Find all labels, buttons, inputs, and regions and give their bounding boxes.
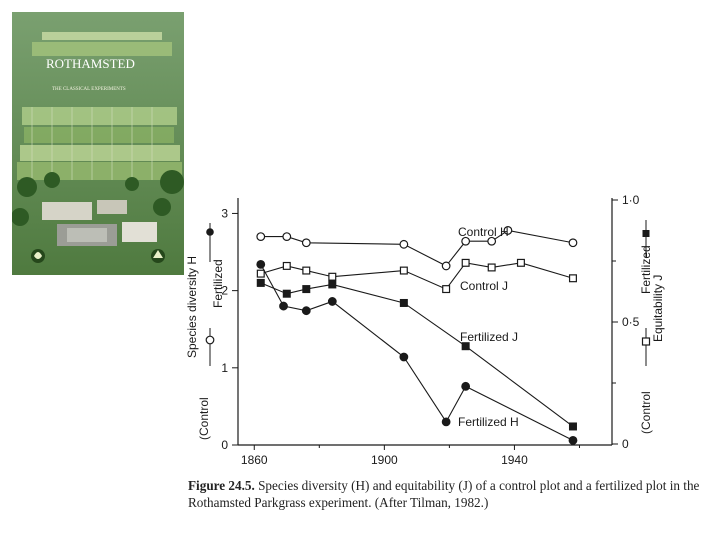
data-point	[256, 269, 265, 278]
left-tick-label: 1	[221, 361, 228, 375]
figure-panel: 0 1 2 3 0 0·5 1·0 1860 1900 1940 (Control Speci…	[180, 178, 720, 468]
data-point	[399, 239, 409, 249]
data-point	[256, 278, 265, 287]
x-tick-label: 1900	[371, 453, 398, 467]
publisher-logo	[151, 249, 165, 263]
data-point	[461, 258, 470, 267]
diversity-chart: 0 1 2 3 0 0·5 1·0 1860 1900 1940 (Control Speci…	[185, 193, 665, 467]
left-axis-legend-markers	[205, 223, 215, 366]
data-point	[503, 226, 513, 235]
right-tick-label: 0	[622, 437, 629, 451]
left-axis-label: (Control Species diversity H Fertilized	[185, 256, 225, 440]
data-point	[568, 435, 578, 445]
data-point	[301, 306, 311, 316]
series-control-h	[256, 226, 578, 271]
data-point	[399, 266, 408, 275]
left-axis-label-bottom: (Control	[197, 397, 211, 440]
x-tick-label: 1940	[501, 453, 528, 467]
data-point	[399, 352, 409, 362]
control-marker-right	[641, 337, 651, 346]
data-point	[282, 289, 291, 298]
data-point	[256, 259, 266, 269]
institute-logo	[31, 249, 45, 263]
data-point	[328, 272, 337, 281]
data-point	[568, 274, 577, 283]
data-point	[256, 232, 266, 241]
right-tick-label: 1·0	[622, 193, 640, 207]
right-tick-label: 0·5	[622, 315, 640, 329]
label-fertilized-h: Fertilized H	[458, 415, 519, 429]
left-tick-label: 2	[221, 284, 228, 298]
data-point	[568, 422, 577, 431]
data-point	[461, 236, 471, 246]
series-fertilized-j	[256, 278, 577, 431]
data-point	[301, 238, 311, 248]
right-axis-label: (Control Equitability J Fertilized	[639, 245, 665, 434]
series-line-fertilized-j	[260, 282, 574, 427]
data-point	[461, 342, 470, 351]
label-fertilized-j: Fertilized J	[460, 330, 518, 344]
fertilized-marker-right	[642, 230, 650, 237]
data-point	[302, 285, 311, 294]
label-control-h: Control H	[458, 225, 509, 239]
data-point	[282, 232, 292, 241]
right-axis-ticks: 0 0·5 1·0	[612, 193, 640, 451]
series-fertilized-h	[256, 259, 578, 445]
data-point	[327, 297, 337, 306]
data-point	[568, 238, 578, 248]
series-line-control-j	[260, 262, 574, 290]
right-axis-legend-markers	[641, 220, 651, 366]
cover-title: ROTHAMSTED	[46, 56, 135, 71]
data-point	[516, 258, 525, 267]
field-plots	[17, 32, 182, 180]
series-line-control-h	[260, 229, 574, 267]
data-point	[441, 261, 451, 271]
book-cover: ROTHAMSTED THE CLASSICAL EXPERIMENTS	[11, 12, 184, 275]
label-control-j: Control J	[460, 279, 508, 293]
right-axis-label-top: Fertilized	[639, 245, 653, 294]
data-point	[442, 285, 451, 294]
cover-subtitle: THE CLASSICAL EXPERIMENTS	[52, 87, 126, 92]
trees	[11, 170, 184, 226]
buildings	[42, 200, 157, 246]
series-control-j	[256, 258, 577, 294]
data-point	[282, 261, 291, 270]
figure-number: Figure 24.5.	[188, 478, 255, 493]
left-tick-label: 0	[221, 438, 228, 452]
data-point	[328, 280, 337, 289]
data-point	[441, 417, 451, 427]
aerial-photo: ROTHAMSTED THE CLASSICAL EXPERIMENTS	[11, 12, 184, 275]
control-marker-left	[205, 335, 215, 345]
fertilized-marker-left	[206, 228, 214, 236]
x-tick-label: 1860	[241, 453, 268, 467]
plot-frame	[237, 198, 613, 446]
series-layer	[256, 226, 578, 445]
left-axis-label-top: Fertilized	[211, 259, 225, 308]
data-point	[279, 301, 288, 311]
data-point	[302, 266, 311, 275]
right-axis-label-middle: Equitability J	[651, 275, 665, 342]
data-point	[487, 263, 496, 272]
data-point	[487, 236, 497, 246]
figure-caption: Figure 24.5. Species diversity (H) and e…	[188, 477, 712, 511]
caption-text: Species diversity (H) and equitability (…	[188, 478, 700, 510]
left-axis-ticks: 0 1 2 3	[221, 206, 238, 452]
data-point	[461, 381, 471, 391]
left-axis-label-middle: Species diversity H	[185, 256, 199, 358]
left-tick-label: 3	[221, 206, 228, 220]
data-point	[399, 298, 408, 307]
x-axis-ticks: 1860 1900 1940	[241, 445, 580, 467]
right-axis-label-bottom: (Control	[639, 391, 653, 434]
